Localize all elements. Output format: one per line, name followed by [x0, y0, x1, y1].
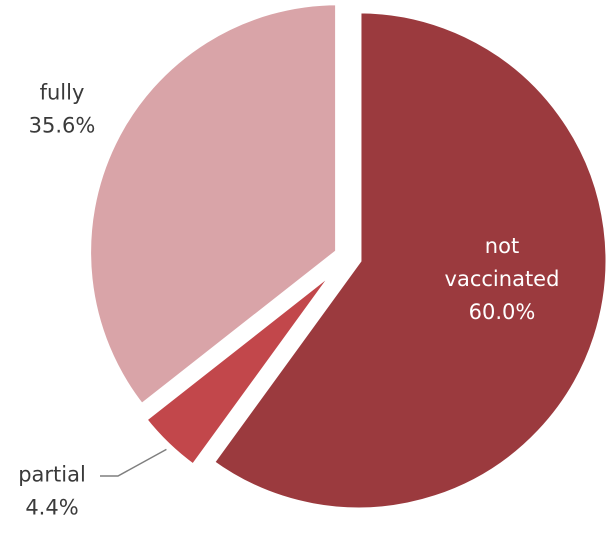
pie-slice-not-vaccinated: [207, 7, 612, 514]
data-label-fully: fully: [40, 81, 85, 105]
pie-slice-partial: [139, 262, 343, 472]
data-label-fully-pct: 35.6%: [29, 114, 96, 138]
pie-slice-fully: [85, 0, 342, 411]
data-label-not-vaccinated: not: [485, 234, 519, 258]
data-label-partial: partial: [18, 463, 86, 487]
data-label-not-vaccinated: vaccinated: [445, 267, 560, 291]
leader-line-partial: [100, 448, 167, 477]
data-label-partial-pct: 4.4%: [25, 496, 78, 520]
data-label-not-vaccinated-pct: 60.0%: [469, 300, 536, 324]
